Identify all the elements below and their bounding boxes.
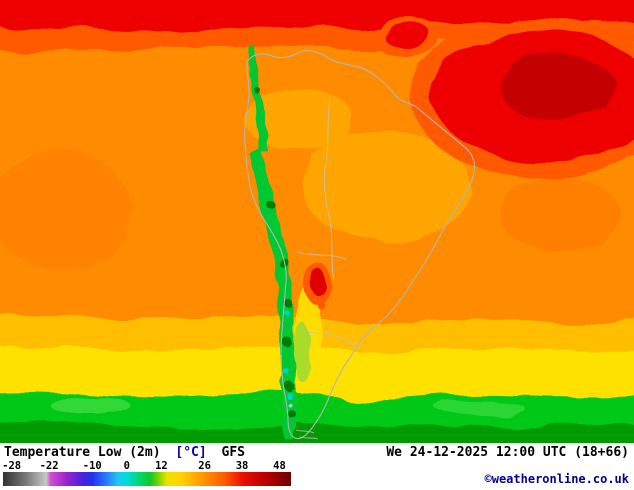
scale-label: 38 — [235, 460, 249, 472]
title-label: Temperature Low (2m) — [4, 445, 161, 460]
title-model: GFS — [221, 445, 245, 460]
scale-label: -10 — [82, 460, 102, 472]
scale-label: 0 — [123, 460, 130, 472]
country-border — [323, 101, 335, 281]
hot-spot-argentina — [303, 262, 331, 309]
south-america-outline — [244, 50, 475, 440]
scale-bar — [3, 472, 291, 486]
scale-labels: -28 -22 -10 0 12 26 38 48 — [2, 460, 291, 472]
map-canvas — [0, 0, 634, 443]
copyright: ©weatheronline.co.uk — [484, 472, 630, 486]
scale-label: 26 — [198, 460, 211, 472]
scale-label: 48 — [273, 460, 286, 472]
country-border — [297, 251, 347, 260]
title-unit: [°C] — [175, 445, 207, 460]
map-title: Temperature Low (2m) [°C] GFS — [4, 445, 252, 460]
temperature-map-svg — [0, 0, 634, 443]
coastline — [244, 50, 475, 440]
country-border — [307, 331, 357, 349]
hot-north-band — [0, 0, 634, 178]
scale-label: 12 — [155, 460, 168, 472]
footer: Temperature Low (2m) [°C] GFS We 24-12-2… — [0, 443, 634, 490]
scale-label: -22 — [39, 460, 59, 472]
cool-south-bands — [0, 314, 634, 443]
temperature-field — [0, 0, 634, 443]
temperature-scale: -28 -22 -10 0 12 26 38 48 — [2, 460, 291, 488]
scale-label: -28 — [2, 460, 22, 472]
tierra-del-fuego-outline — [295, 429, 319, 440]
valid-datetime: We 24-12-2025 12:00 UTC (18+66) — [386, 445, 629, 460]
